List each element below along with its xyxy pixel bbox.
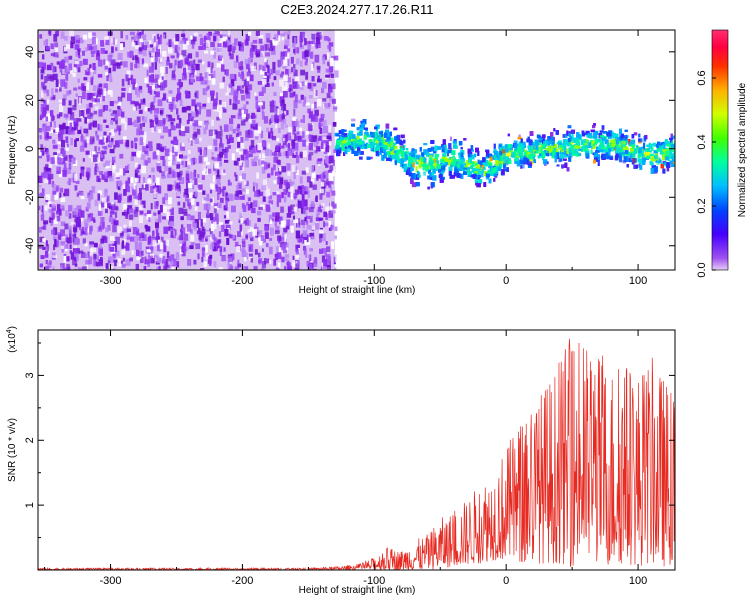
- colorbar-tick-label: 0.2: [696, 198, 708, 213]
- x-tick-label: -100: [363, 275, 385, 287]
- colorbar-label: Normalized spectral amplitude: [737, 82, 748, 217]
- y-tick-label: 2: [24, 437, 36, 443]
- snr-x-ticks: -300 -200 -100 0 100: [44, 330, 647, 587]
- colorbar-tick-label: 0.0: [696, 262, 708, 277]
- snr-y-axis-title: SNR (10 * v/v): [7, 418, 18, 482]
- y-tick-label: -20: [24, 189, 36, 205]
- x-tick-label: -300: [100, 575, 122, 587]
- x-tick-label: -300: [100, 275, 122, 287]
- x-tick-label: -100: [363, 575, 385, 587]
- y-tick-label: 40: [24, 46, 36, 58]
- y-tick-label: -40: [24, 238, 36, 254]
- spectrogram-y-ticks: -40 -20 0 20 40: [24, 46, 675, 254]
- colorbar-tick-label: 0.6: [696, 70, 708, 85]
- snr-y-ticks: 1 2 3: [24, 342, 675, 539]
- spectrogram-x-axis-title: Height of straight line (km): [299, 285, 416, 296]
- colorbar-gradient: [711, 29, 729, 271]
- x-tick-label: 100: [629, 575, 647, 587]
- snr-panel: -300 -200 -100 0 100 1 2 3 Height of straight …: [6, 326, 676, 596]
- snr-frame: [37, 329, 676, 571]
- spectrogram-plot-area: [38, 30, 675, 270]
- colorbar: 0.0 0.2 0.4 0.6 Normalized spectral amplitu…: [696, 29, 748, 278]
- spectrogram-frame: [37, 29, 676, 271]
- snr-exponent-label: (x104): [6, 326, 18, 353]
- x-tick-label: 0: [503, 275, 509, 287]
- colorbar-ticks: 0.0 0.2 0.4 0.6: [696, 70, 716, 278]
- signal-band: [334, 118, 675, 190]
- figure-title: C2E3.2024.277.17.26.R11: [281, 2, 434, 17]
- y-tick-label: 0: [24, 146, 36, 152]
- snr-plot-area: [38, 338, 675, 570]
- spectrogram-y-axis-title: Frequency (Hz): [7, 116, 18, 185]
- y-tick-label: 3: [24, 372, 36, 378]
- x-tick-label: 0: [503, 575, 509, 587]
- y-tick-label: 20: [24, 94, 36, 106]
- x-tick-label: 100: [629, 275, 647, 287]
- y-tick-label: 1: [24, 502, 36, 508]
- x-tick-label: -200: [231, 575, 253, 587]
- x-tick-label: -200: [231, 275, 253, 287]
- noise-speckle: [38, 30, 339, 270]
- spectrogram-x-ticks: -300 -200 -100 0 100: [44, 30, 647, 287]
- colorbar-tick-label: 0.4: [696, 134, 708, 149]
- snr-series-line: [38, 338, 675, 570]
- snr-x-axis-title: Height of straight line (km): [299, 585, 416, 596]
